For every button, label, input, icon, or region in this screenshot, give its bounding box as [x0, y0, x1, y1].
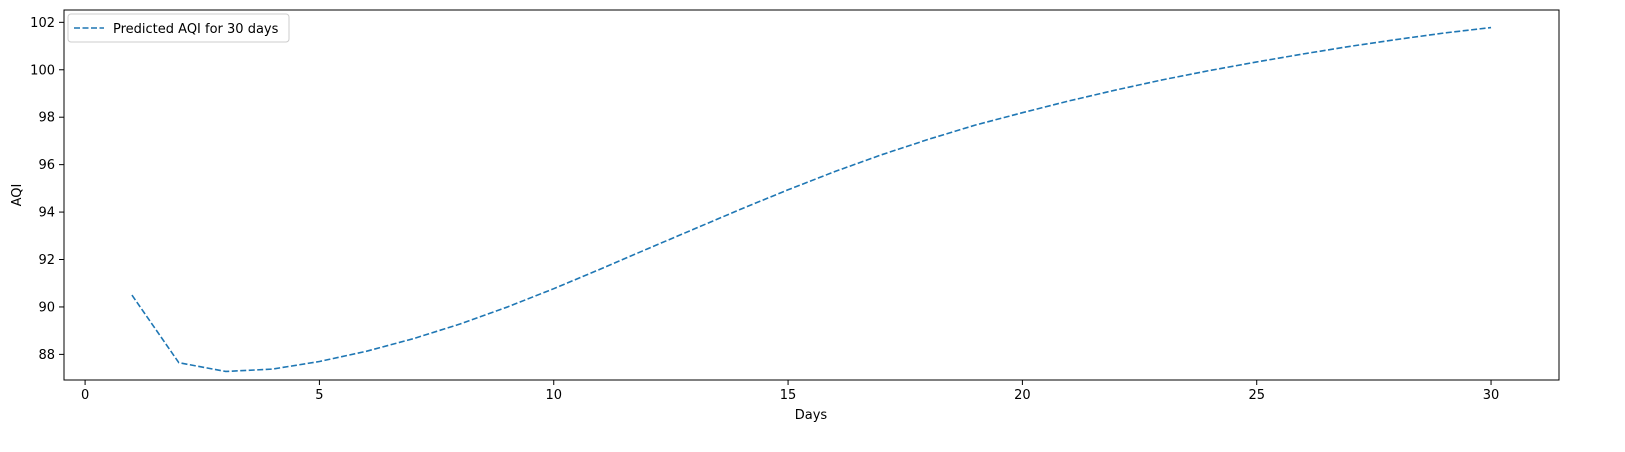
- x-axis-label: Days: [795, 408, 828, 423]
- x-tick-label: 20: [1014, 388, 1031, 403]
- x-tick-label: 0: [81, 388, 89, 403]
- legend-box: [67, 13, 290, 43]
- y-tick-label: 96: [38, 158, 55, 173]
- x-tick-label: 15: [780, 388, 797, 403]
- y-axis-label: AQI: [10, 184, 25, 207]
- series-layer: [131, 26, 1492, 373]
- x-axis-ticks: 0 5 10 15 20 25 30: [81, 380, 1499, 403]
- plot-area: [64, 10, 1559, 380]
- x-tick-label: 25: [1248, 388, 1265, 403]
- y-tick-label: 92: [38, 253, 55, 268]
- y-tick-label: 88: [38, 348, 55, 363]
- x-tick-label: 5: [315, 388, 323, 403]
- y-tick-label: 100: [30, 63, 55, 78]
- legend: Predicted AQI for 30 days: [67, 13, 290, 43]
- plot-frame: [63, 9, 1560, 381]
- series-line: [131, 26, 1492, 373]
- y-axis-ticks: 88 90 92 94 96 98 100 102: [30, 16, 64, 363]
- y-tick-label: 98: [38, 111, 55, 126]
- x-tick-label: 10: [545, 388, 562, 403]
- x-tick-label: 30: [1483, 388, 1500, 403]
- legend-label: Predicted AQI for 30 days: [113, 22, 279, 37]
- y-tick-label: 90: [38, 300, 55, 315]
- y-tick-label: 102: [30, 16, 55, 31]
- y-tick-label: 94: [38, 206, 55, 221]
